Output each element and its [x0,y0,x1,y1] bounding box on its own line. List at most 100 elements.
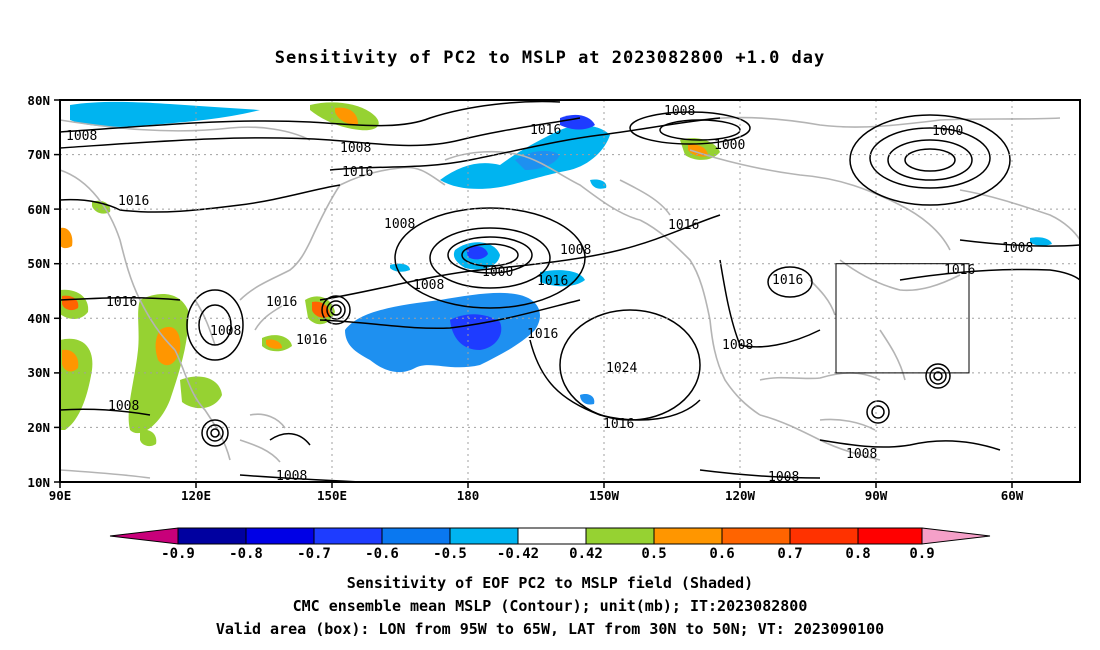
colorbar-segment [313,527,383,545]
isobar-label: 1016 [266,295,297,310]
isobar-label: 1016 [527,327,558,342]
colorbar-segment [381,527,451,545]
lon-label: 90E [49,488,72,503]
axis-ticks [54,99,1013,488]
isobar-label: 1008 [1002,241,1033,256]
isobar-labels: 1008 1008 1016 1016 1008 1016 1000 1000 … [66,104,1033,485]
lon-label: 150E [317,488,347,503]
colorbar-segment [721,527,791,545]
colorbar-label: -0.8 [229,546,263,562]
isobar-label: 1016 [537,274,568,289]
isobar-label: 1016 [118,194,149,209]
isobar-label: 1008 [722,338,753,353]
msl-contours [60,100,1080,482]
isobar-label: 1008 [384,217,415,232]
colorbar-right-arrow [921,527,991,545]
shade-negative-area [590,179,607,189]
isobar-label: 1016 [772,273,803,288]
caption-line-3: Valid area (box): LON from 95W to 65W, L… [215,620,885,638]
colorbar-label: 0.9 [909,546,934,562]
isobar-label: 1008 [846,447,877,462]
shade-negative-area [560,114,595,130]
lat-label: 10N [27,475,50,490]
colorbar-segment [857,527,923,545]
isobar-label: 1024 [606,361,637,376]
colorbar-label: 0.42 [569,546,603,562]
shade-negative-area [515,150,560,170]
lat-label: 60N [27,202,50,217]
isobar-label: 1008 [560,243,591,258]
shade-positive-area [312,301,330,318]
isobar-label: 1000 [482,265,513,280]
colorbar-label: -0.7 [297,546,331,562]
colorbar-label: -0.5 [433,546,467,562]
colorbar-label: -0.6 [365,546,399,562]
shade-positive-area [335,107,358,125]
shade-negative-area [580,394,595,405]
shade-negative-area [450,314,502,350]
isobar-label: 1008 [340,141,371,156]
caption-line-2: CMC ensemble mean MSLP (Contour); unit(m… [292,597,808,615]
lon-labels: 90E 120E 150E 180 150W 120W 90W 60W [49,488,1024,503]
lon-label: 120E [181,488,211,503]
isobar-label: 1008 [276,469,307,484]
colorbar-label: -0.9 [161,546,195,562]
isobar-label: 1016 [342,165,373,180]
lat-labels: 80N 70N 60N 50N 40N 30N 20N 10N [27,93,50,490]
lon-label: 90W [865,488,888,503]
colorbar-label: 0.7 [777,546,802,562]
caption-line-1: Sensitivity of EOF PC2 to MSLP field (Sh… [346,574,754,592]
lat-label: 80N [27,93,50,108]
lat-label: 20N [27,420,50,435]
lat-label: 30N [27,365,50,380]
isobar-label: 1016 [603,417,634,432]
shade-positive-area [266,339,282,349]
isobar-label: 1008 [66,129,97,144]
shade-negative-area [1030,237,1052,246]
isobar-label: 1008 [413,278,444,293]
lon-label: 180 [457,488,480,503]
shade-negative-area [345,292,540,373]
shade-negative-area [70,101,260,127]
lon-label: 60W [1001,488,1024,503]
shade-positive-area [60,227,73,249]
shade-negative-area [390,263,410,272]
isobar-label: 1008 [664,104,695,119]
colorbar-label: 0.8 [845,546,870,562]
colorbar-segment [585,527,655,545]
shade-positive-area [155,326,181,366]
colorbar-label: -0.42 [497,546,539,562]
lon-label: 120W [725,488,756,503]
lon-label: 150W [589,488,620,503]
sensitivity-shading [60,101,1052,447]
colorbar-segment [517,527,587,545]
shade-positive-area [180,376,222,409]
isobar-label: 1016 [296,333,327,348]
gridlines [60,100,1080,482]
isobar-label: 1008 [768,470,799,485]
map-frame [59,99,1081,483]
colorbar-label: 0.5 [641,546,666,562]
isobar-label: 1016 [944,263,975,278]
chart-title: Sensitivity of PC2 to MSLP at 2023082800… [274,48,826,68]
isobar-label: 1000 [932,124,963,139]
colorbar: -0.9 -0.8 -0.7 -0.6 -0.5 -0.42 0.42 0.5 … [109,527,991,562]
colorbar-segment [245,527,315,545]
lat-label: 70N [27,147,50,162]
shade-positive-area [140,429,157,447]
colorbar-segment [449,527,519,545]
lat-label: 40N [27,311,50,326]
colorbar-label: 0.6 [709,546,734,562]
colorbar-segment [653,527,723,545]
colorbar-segment [177,527,247,545]
isobar-label: 1008 [210,324,241,339]
isobar-label: 1016 [668,218,699,233]
shade-positive-area [62,349,79,372]
isobar-label: 1016 [530,123,561,138]
valid-area-box [835,263,970,374]
isobar-label: 1000 [714,138,745,153]
isobar-label: 1008 [108,399,139,414]
shade-negative-area [466,246,488,260]
colorbar-segment [789,527,859,545]
